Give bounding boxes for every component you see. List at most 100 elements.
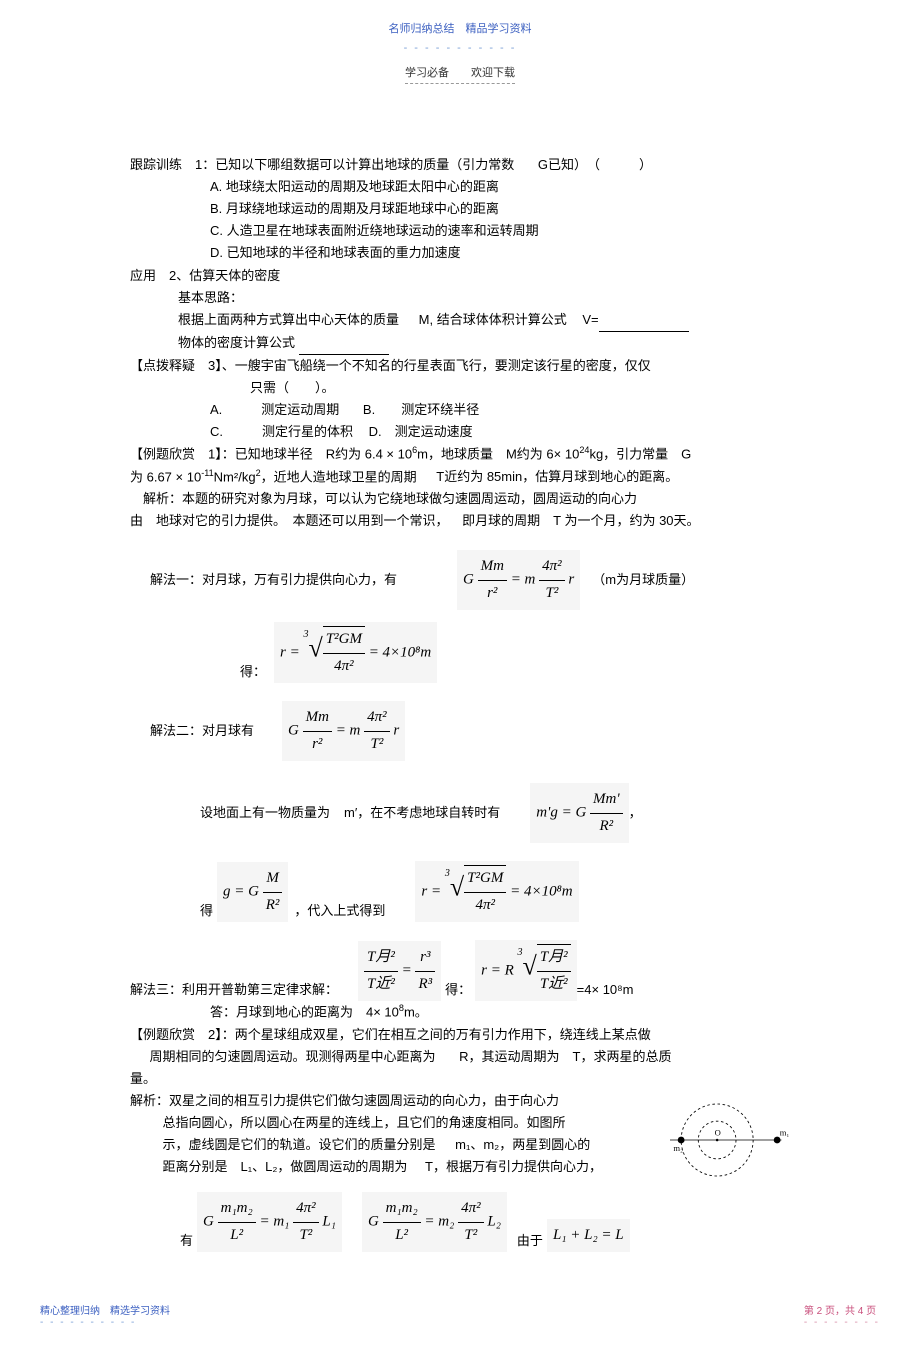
track1-D: D. 已知地球的半径和地球表面的重力加速度 (130, 242, 790, 264)
s2f1d2: T² (364, 732, 390, 758)
s2f3n: M (263, 866, 283, 893)
header-sub-text: 学习必备 欢迎下载 (405, 64, 515, 84)
sol3-prefix: 解法三：利用开普勒第三定律求解： (130, 979, 338, 1001)
ex1-t3: kg，引力常量 G (589, 447, 691, 462)
f7d2: T² (293, 1223, 319, 1249)
binary-star-diagram: m₂ m₁ O (670, 1090, 790, 1190)
svg-text:O: O (715, 1128, 721, 1138)
s3f6n: T月² (537, 945, 571, 972)
point3-CD: C. 测定行星的体积 D. 测定运动速度 (130, 421, 790, 443)
ex1-line2: 为 6.67 × 10-11Nm²/kg2，近地人造地球卫星的周期 T近约为 8… (130, 466, 790, 488)
f1l: G (463, 572, 474, 588)
page-content: 名师归纳总结 精品学习资料 - - - - - - - - - - - 学习必备… (0, 0, 920, 1292)
f2d: 4π² (323, 654, 365, 680)
sol1-suffix: （m为月球质量） (580, 569, 694, 591)
ex1-analysis2: 由 地球对它的引力提供。 本题还可以用到一个常识， 即月球的周期 T 为一个月，… (130, 510, 790, 532)
s2f4d: 4π² (464, 893, 506, 919)
s3ansu: m。 (404, 1005, 428, 1020)
app2-l2b: M, 结合球体体积计算公式 (403, 312, 567, 327)
header-top-text: 名师归纳总结 精品学习资料 (389, 23, 532, 35)
footer-right-dots: - - - - - - - - (804, 1317, 880, 1328)
sol3-answer: 答：月球到地心的距离为 4× 108m。 (130, 1001, 790, 1023)
f8d1: L² (383, 1223, 421, 1249)
f2p: r = (280, 645, 303, 661)
ex1-l2a: 为 6.67 × 10 (130, 469, 201, 484)
sol2-l2b: m′，在不考虑地球自转时有 (330, 802, 500, 824)
s2f3l: g = G (223, 884, 259, 900)
f1r: r (568, 572, 574, 588)
track1-prefix: 跟踪训练 1：已知以下哪组数据可以计算出地球的质量（引力常数 (130, 157, 514, 172)
comma: ， (629, 802, 642, 824)
sol3-suffix: =4× 10⁸m (577, 979, 634, 1001)
sol2-formula4: r = 3√T²GM4π² = 4×10⁸m (415, 861, 578, 922)
f7l: G (203, 1214, 214, 1230)
ex1-t1: 【例题欣赏 1】：已知地球半径 R约为 6.4 × 10 (130, 447, 412, 462)
sol3-formula5: T月²T近² = r³R³ (358, 941, 441, 1001)
sol2-row2: 设地面上有一物质量为 m′，在不考虑地球自转时有 m'g = G Mm'R² ， (130, 783, 790, 843)
svg-text:m₁: m₁ (780, 1128, 790, 1138)
sol3-formula6: r = R 3√T月²T近² (475, 940, 577, 1001)
s3f5n1: T月² (364, 945, 398, 972)
app2-l3: 物体的密度计算公式 (178, 335, 295, 350)
sol2-formula1: G Mmr² = m 4π²T² r (282, 701, 405, 761)
sol1-get: 得： (130, 661, 266, 683)
ex2-a3b: m₁、m₂，两星到圆心的 (439, 1137, 590, 1152)
ex1-l2c: ，近地人造地球卫星的周期 (261, 469, 417, 484)
f8d2: T² (458, 1223, 484, 1249)
s2f1eq: = m (336, 723, 361, 739)
ex2-formula-row: 有 G m₁m₂L² = m₁ 4π²T² L₁ G m₁m₂L² = m₂ 4… (130, 1192, 790, 1252)
s2f1d1: r² (303, 732, 332, 758)
app2-l2a: 根据上面两种方式算出中心天体的质量 (178, 312, 399, 327)
s2f1r: r (393, 723, 399, 739)
header-sub-wrap: 学习必备 欢迎下载 (130, 61, 790, 114)
f7eq: = m₁ (259, 1214, 289, 1230)
sol3-row: 解法三：利用开普勒第三定律求解： T月²T近² = r³R³ 得： r = R … (130, 940, 790, 1001)
sol2-formula3: g = G MR² (217, 862, 288, 922)
sol2-get: 得 (130, 900, 213, 922)
s2frd: R² (590, 814, 623, 840)
ex2-line2: 周期相同的匀速圆周运动。现测得两星中心距离为 R，其运动周期为 T，求两星的总质 (130, 1046, 790, 1068)
point3-A: A. 测定运动周期 (210, 402, 339, 417)
track1-A: A. 地球绕太阳运动的周期及地球距太阳中心的距离 (130, 176, 790, 198)
point3-title: 【点拨释疑 3】、一艘宇宙飞船绕一个不知名的行星表面飞行，要测定该行星的密度，仅… (130, 355, 790, 377)
sol2-row: 解法二：对月球有 G Mmr² = m 4π²T² r (130, 701, 790, 761)
blank2 (299, 332, 389, 355)
ex1-analysis: 解析：本题的研究对象为月球，可以认为它绕地球做匀速圆周运动，圆周运动的向心力 (130, 488, 790, 510)
ex1-s2: 24 (579, 445, 589, 455)
sol2-row3: 得 g = G MR² ，代入上式得到 r = 3√T²GM4π² = 4×10… (130, 861, 790, 922)
f1n1: Mm (478, 554, 507, 581)
f8l2: L₂ (487, 1214, 501, 1230)
s3f6d: T近² (537, 972, 571, 998)
ex2-a3a: 示，虚线圆是它们的轨道。设它们的质量分别是 (163, 1137, 436, 1152)
s2f4n: T²GM (464, 866, 506, 893)
track1-B: B. 月球绕地球运动的周期及月球距地球中心的距离 (130, 198, 790, 220)
track1-suffix: G已知） （ ） (518, 157, 652, 172)
sol1-row2: 得： r = 3√T²GM4π² = 4×10⁸m (130, 622, 790, 683)
f8l: G (368, 1214, 379, 1230)
s2f1n1: Mm (303, 705, 332, 732)
app2-line2: 根据上面两种方式算出中心天体的质量 M, 结合球体体积计算公式 V= (130, 309, 790, 332)
sol1-prefix: 解法一：对月球，万有引力提供向心力，有 (130, 569, 397, 591)
footer-right-text: 第 2 页，共 4 页 (804, 1306, 876, 1317)
point3-AB: A. 测定运动周期 B. 测定环绕半径 (130, 399, 790, 421)
app2-line1: 基本思路： (130, 287, 790, 309)
sol1-formula1: G Mmr² = m 4π²T² r (457, 550, 580, 610)
ex2-have: 有 (130, 1230, 193, 1252)
sol1-formula2: r = 3√T²GM4π² = 4×10⁸m (274, 622, 437, 683)
f8n1: m₁m₂ (383, 1196, 421, 1223)
footer-left-dots: - - - - - - - - - - (40, 1317, 136, 1328)
f2n: T²GM (323, 627, 365, 654)
ex2-l2b: R，其运动周期为 T，求两星的总质 (439, 1049, 671, 1064)
point3-D: D. 测定运动速度 (357, 424, 473, 439)
ex2-title: 【例题欣赏 2】：两个星球组成双星，它们在相互之间的万有引力作用下，绕连线上某点… (130, 1024, 790, 1046)
f2s: = 4×10⁸m (369, 645, 432, 661)
ex1-title: 【例题欣赏 1】：已知地球半径 R约为 6.4 × 106m，地球质量 M约为 … (130, 443, 790, 465)
s3f6p: r = R (481, 963, 514, 979)
ex1-l2b: Nm²/kg (214, 469, 256, 484)
f1d1: r² (478, 581, 507, 607)
s2f3d: R² (263, 893, 283, 919)
s3f5eq: = (402, 963, 416, 979)
app2-l2c: V= (570, 312, 598, 327)
footer-right: 第 2 页，共 4 页 - - - - - - - - (804, 1302, 880, 1328)
sol2-mid: ，代入上式得到 (288, 900, 385, 922)
